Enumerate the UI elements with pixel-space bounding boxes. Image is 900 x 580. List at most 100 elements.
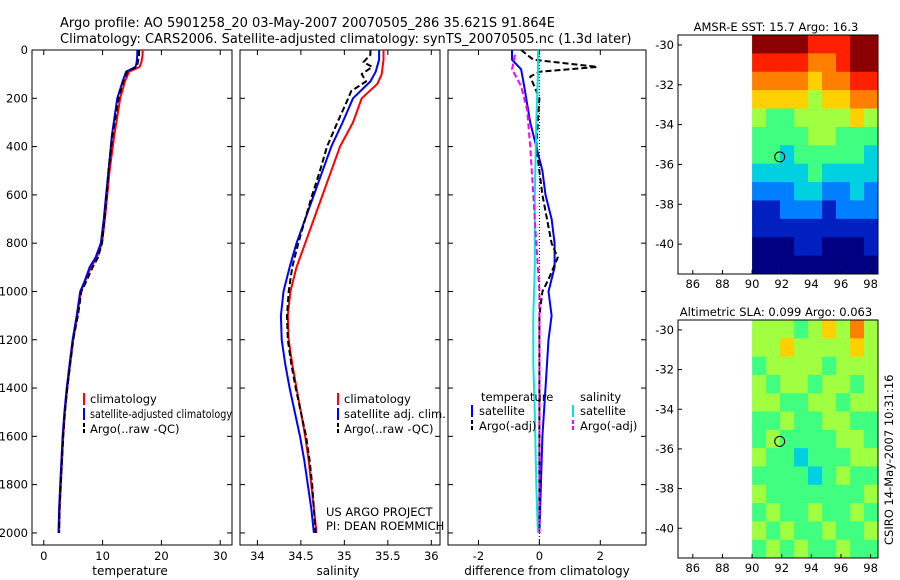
map-x-tick-label: 86 bbox=[685, 277, 700, 291]
heatmap-cell bbox=[850, 411, 865, 431]
legend-label-satellite: satellite adj. clim. bbox=[344, 407, 446, 421]
heatmap-cell bbox=[822, 108, 837, 128]
heatmap-cell bbox=[794, 411, 809, 431]
heatmap-cell bbox=[780, 393, 795, 413]
x-tick-label: 34 bbox=[250, 549, 265, 563]
heatmap-cell bbox=[766, 53, 781, 73]
heatmap-cell bbox=[864, 255, 879, 275]
heatmap-cell bbox=[836, 163, 851, 183]
heatmap-cell bbox=[752, 320, 767, 339]
series-line-satellite-adjusted-climatology bbox=[57, 50, 139, 533]
heatmap-cell bbox=[864, 163, 879, 183]
difference-profile-panel: -2 0 2 difference from climatology tempera… bbox=[447, 49, 647, 578]
heatmap-cell bbox=[766, 374, 781, 394]
heatmap-cell bbox=[822, 35, 837, 54]
csiro-timestamp: CSIRO 14-May-2007 10:31:16 bbox=[882, 375, 896, 546]
temperature-axes-frame bbox=[31, 49, 233, 546]
heatmap-cell bbox=[850, 182, 865, 201]
map-x-tick-label: 92 bbox=[774, 277, 789, 291]
heatmap-cell bbox=[808, 200, 823, 220]
sst-heatmap-cells bbox=[752, 35, 879, 275]
heatmap-cell bbox=[794, 237, 809, 257]
map-x-tick-label: 94 bbox=[804, 561, 819, 575]
project-line-2: PI: DEAN ROEMMICH bbox=[326, 519, 444, 533]
heatmap-cell bbox=[836, 218, 851, 238]
heatmap-cell bbox=[766, 237, 781, 257]
heatmap-cell bbox=[850, 521, 865, 541]
heatmap-cell bbox=[850, 484, 865, 504]
sst-map-frame bbox=[677, 34, 879, 275]
header-line-2: Climatology: CARS2006. Satellite-adjuste… bbox=[60, 32, 632, 47]
heatmap-cell bbox=[850, 71, 865, 91]
map-y-tick-label: -38 bbox=[655, 482, 674, 496]
heatmap-cell bbox=[836, 90, 851, 110]
map-y-tick-label: -36 bbox=[655, 157, 674, 171]
heatmap-cell bbox=[780, 126, 795, 146]
heatmap-cell bbox=[766, 521, 781, 541]
heatmap-cell bbox=[808, 466, 823, 486]
heatmap-cell bbox=[822, 71, 837, 91]
heatmap-cell bbox=[836, 448, 851, 467]
series-line-salinity-argo-adj- bbox=[511, 54, 541, 533]
heatmap-cell bbox=[836, 320, 851, 339]
heatmap-cell bbox=[808, 338, 823, 358]
heatmap-cell bbox=[850, 255, 865, 275]
heatmap-cell bbox=[780, 53, 795, 73]
x-tick-label: 36 bbox=[424, 549, 439, 563]
heatmap-cell bbox=[864, 320, 879, 339]
heatmap-cell bbox=[766, 218, 781, 238]
heatmap-cell bbox=[780, 374, 795, 394]
map-x-tick-label: 86 bbox=[685, 561, 700, 575]
heatmap-cell bbox=[850, 200, 865, 220]
heatmap-cell bbox=[864, 429, 879, 449]
heatmap-cell bbox=[766, 393, 781, 413]
heatmap-cell bbox=[766, 255, 781, 275]
heatmap-cell bbox=[822, 429, 837, 449]
heatmap-cell bbox=[850, 466, 865, 486]
map-x-tick-label: 96 bbox=[834, 277, 849, 291]
map-y-tick-label: -36 bbox=[655, 442, 674, 456]
heatmap-cell bbox=[822, 356, 837, 376]
map-x-tick-label: 88 bbox=[715, 561, 730, 575]
x-tick-label: 30 bbox=[213, 549, 228, 563]
heatmap-cell bbox=[850, 90, 865, 110]
heatmap-cell bbox=[836, 411, 851, 431]
heatmap-cell bbox=[794, 218, 809, 238]
heatmap-cell bbox=[864, 108, 879, 128]
heatmap-cell bbox=[766, 145, 781, 165]
series-line-salinity-satellite bbox=[532, 50, 539, 533]
heatmap-cell bbox=[808, 393, 823, 413]
heatmap-cell bbox=[808, 448, 823, 467]
heatmap-cell bbox=[864, 539, 879, 559]
heatmap-cell bbox=[808, 237, 823, 257]
map-x-tick-label: 92 bbox=[774, 561, 789, 575]
heatmap-cell bbox=[794, 126, 809, 146]
heatmap-cell bbox=[766, 320, 781, 339]
heatmap-cell bbox=[766, 411, 781, 431]
legend-label-climatology: climatology bbox=[90, 392, 157, 406]
map-x-tick-label: 88 bbox=[715, 277, 730, 291]
project-line-1: US ARGO PROJECT bbox=[326, 505, 434, 519]
heatmap-cell bbox=[752, 393, 767, 413]
heatmap-cell bbox=[850, 35, 865, 54]
heatmap-cell bbox=[808, 90, 823, 110]
heatmap-cell bbox=[836, 255, 851, 275]
heatmap-cell bbox=[780, 503, 795, 522]
heatmap-cell bbox=[808, 255, 823, 275]
heatmap-cell bbox=[794, 35, 809, 54]
heatmap-cell bbox=[836, 484, 851, 504]
heatmap-cell bbox=[780, 71, 795, 91]
heatmap-cell bbox=[836, 429, 851, 449]
heatmap-cell bbox=[780, 521, 795, 541]
heatmap-cell bbox=[864, 237, 879, 257]
legend-label-climatology: climatology bbox=[344, 392, 411, 406]
map-y-tick-label: -32 bbox=[655, 363, 674, 377]
legend-label-sal-satellite: satellite bbox=[580, 404, 626, 418]
heatmap-cell bbox=[780, 484, 795, 504]
map-x-tick-label: 90 bbox=[745, 277, 760, 291]
heatmap-cell bbox=[780, 539, 795, 559]
legend-label-sal-argo: Argo(-adj) bbox=[580, 419, 637, 433]
heatmap-cell bbox=[780, 108, 795, 128]
heatmap-cell bbox=[822, 503, 837, 522]
heatmap-cell bbox=[864, 503, 879, 522]
